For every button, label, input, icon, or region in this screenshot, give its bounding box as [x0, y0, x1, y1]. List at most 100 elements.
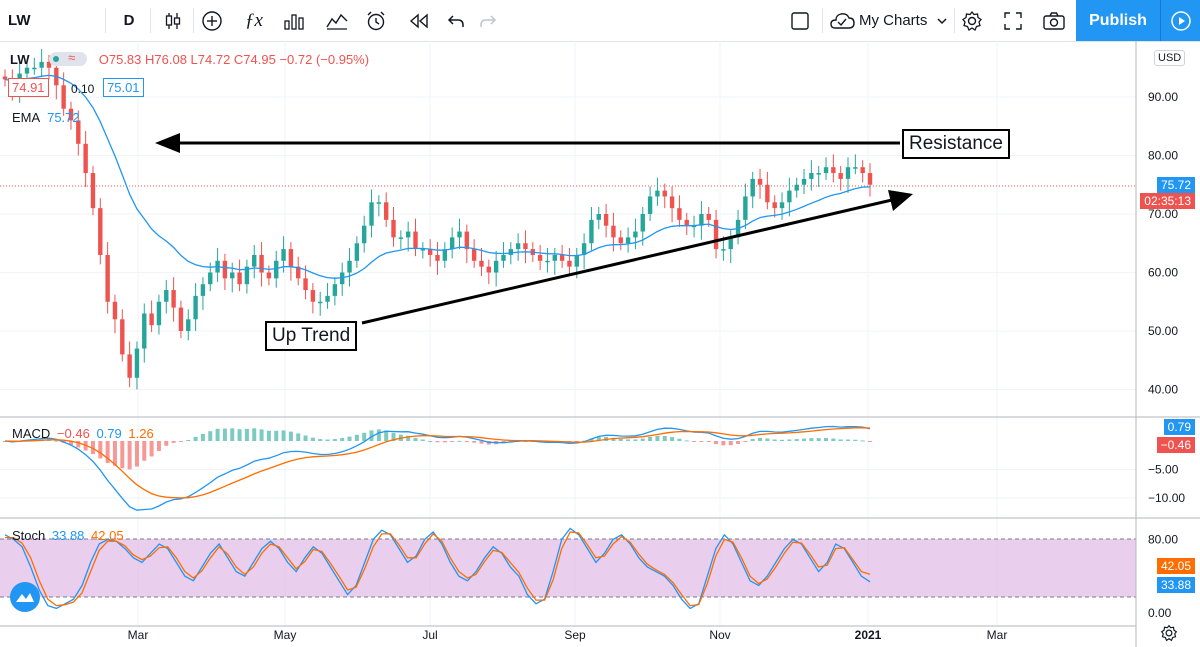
candle [691, 225, 697, 228]
macd-bar [780, 439, 785, 441]
macd-bar [274, 430, 279, 441]
macd-bar [442, 441, 447, 443]
macd-bar [692, 441, 697, 442]
time-axis-label: Jul [422, 628, 437, 642]
candle [669, 196, 675, 209]
candle [838, 173, 843, 179]
candle [860, 167, 865, 174]
publish-button[interactable]: Publish [1076, 0, 1160, 41]
macd-hist-tag: −0.46 [1156, 437, 1195, 453]
candle [567, 260, 572, 267]
macd-bar [325, 439, 330, 441]
settings-icon[interactable] [958, 0, 986, 41]
candle [596, 214, 601, 220]
candle [39, 61, 44, 68]
candles [2, 49, 873, 390]
macd-bar [178, 441, 183, 442]
candle [32, 67, 37, 70]
stoch-d-line [5, 531, 871, 607]
candle [765, 184, 770, 203]
replay-icon[interactable] [405, 0, 433, 41]
candle [46, 61, 52, 68]
macd-bar [838, 439, 843, 441]
macd-bar [288, 431, 293, 441]
candle [493, 260, 499, 273]
main-legend: LW ≈ O75.83 H76.08 L74.72 C74.95 −0.72 (… [10, 50, 369, 67]
camera-icon[interactable] [1040, 0, 1068, 41]
macd-label: MACD [12, 426, 51, 441]
candle [266, 272, 272, 279]
candle [867, 173, 873, 185]
interval-button[interactable]: D [115, 0, 143, 41]
candle [420, 249, 426, 251]
price-chart[interactable]: 90.00 80.00 70.00 60.00 50.00 40.00 Mar May Jul S… [0, 41, 1200, 647]
candle [259, 254, 264, 273]
candle [603, 214, 609, 226]
alert-icon[interactable] [362, 0, 390, 41]
undo-icon[interactable] [442, 0, 470, 41]
price-axis-label: 40.00 [1148, 383, 1178, 397]
macd-bar [794, 439, 799, 441]
tradingview-logo[interactable] [10, 582, 40, 612]
stoch-axis-label: 0.00 [1148, 606, 1172, 620]
candle [61, 85, 66, 109]
status-dot-icon [53, 56, 60, 62]
macd-bar [354, 434, 359, 441]
candle [90, 173, 96, 209]
candle [244, 266, 250, 285]
candle [178, 307, 184, 331]
macd-bar [787, 439, 792, 441]
macd-bar [391, 432, 396, 441]
macd-bar [237, 429, 242, 441]
macd-bar [68, 441, 73, 445]
macd-bar [633, 439, 638, 441]
fullscreen-icon[interactable] [999, 0, 1027, 41]
macd-bar [809, 438, 814, 441]
sell-price-button[interactable]: 74.91 [8, 78, 49, 97]
macd-bar [831, 438, 836, 441]
candle [83, 143, 88, 174]
macd-bar [677, 438, 682, 441]
candle [398, 237, 404, 239]
macd-value: 0.79 [96, 426, 122, 441]
ema-legend: EMA 75.72 [12, 110, 80, 125]
candle [120, 319, 125, 355]
candle [684, 219, 689, 226]
candle [816, 173, 821, 175]
macd-bar [450, 441, 455, 442]
buy-price-button[interactable]: 75.01 [103, 78, 144, 97]
add-indicator-icon[interactable] [198, 0, 226, 41]
macd-bar [362, 432, 367, 441]
macd-bar [376, 429, 381, 441]
my-charts-button[interactable]: My Charts [828, 0, 950, 41]
candle [76, 120, 81, 144]
layout-icon[interactable] [786, 0, 814, 41]
gear-icon[interactable] [1160, 624, 1178, 647]
trend-arrowhead [888, 190, 913, 211]
play-icon[interactable] [1160, 0, 1200, 41]
candle [589, 219, 594, 244]
macd-bar [765, 438, 770, 441]
compare-icon[interactable] [322, 0, 352, 41]
candle [105, 254, 110, 302]
stoch-legend: Stoch 33.88 42.05 [12, 528, 124, 543]
price-axis-label: 60.00 [1148, 266, 1178, 280]
candle [274, 260, 279, 279]
macd-bar [215, 428, 220, 441]
currency-button[interactable]: USD [1154, 50, 1186, 66]
bar-chart-icon[interactable] [280, 0, 308, 41]
ema-label: EMA [12, 110, 40, 125]
macd-bar [479, 441, 484, 444]
candle [325, 295, 330, 302]
macd-bar [310, 437, 315, 441]
redo-icon[interactable] [474, 0, 502, 41]
symbol-search-button[interactable]: LW [8, 0, 58, 41]
candle [552, 254, 557, 261]
candle [728, 237, 733, 250]
visibility-toggle[interactable]: ≈ [49, 50, 88, 66]
stoch-d-tag: 42.05 [1156, 558, 1195, 574]
candles-icon[interactable] [158, 0, 188, 41]
macd-bar [120, 441, 125, 469]
candle [479, 260, 484, 267]
fx-icon[interactable]: ƒx [245, 9, 263, 31]
